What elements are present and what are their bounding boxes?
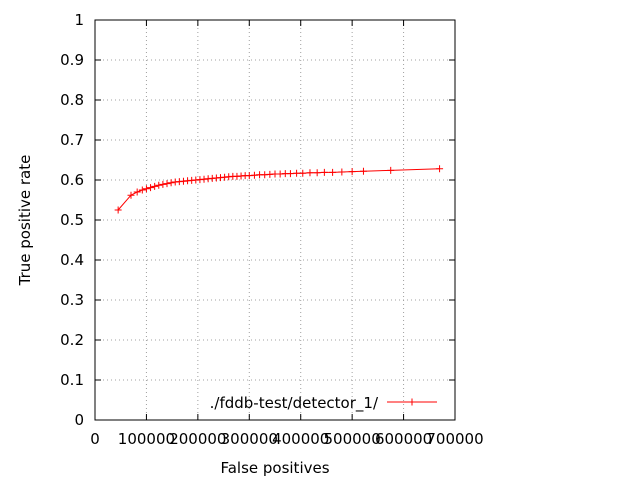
data-point: [436, 165, 444, 173]
legend: ./fddb-test/detector_1/: [210, 394, 437, 413]
y-tick-label: 0.6: [60, 171, 84, 189]
data-point: [114, 206, 122, 214]
y-tick-label: 0.3: [60, 291, 84, 309]
data-point: [138, 186, 146, 194]
data-point: [299, 169, 307, 177]
y-axis-label: True positive rate: [16, 155, 34, 287]
data-point: [159, 180, 167, 188]
data-point: [329, 168, 337, 176]
legend-marker: [408, 398, 416, 406]
x-tick-label: 300000: [221, 430, 278, 448]
data-point: [142, 185, 150, 193]
data-point: [348, 168, 356, 176]
x-tick-label: 500000: [324, 430, 381, 448]
y-tick-label: 1: [74, 11, 84, 29]
data-point: [133, 188, 141, 196]
data-point: [293, 169, 301, 177]
x-tick-label: 600000: [375, 430, 432, 448]
y-tick-label: 0: [74, 411, 84, 429]
y-tick-label: 0.2: [60, 331, 84, 349]
data-point: [151, 182, 159, 190]
data-point: [127, 191, 135, 199]
data-point: [306, 169, 314, 177]
series-layer: [114, 165, 444, 214]
x-axis-label: False positives: [220, 459, 329, 477]
x-tick-label: 0: [90, 430, 100, 448]
series-line: [117, 168, 440, 211]
y-tick-label: 0.7: [60, 131, 84, 149]
data-point: [320, 168, 328, 176]
data-point: [163, 180, 171, 188]
data-point: [147, 184, 155, 192]
data-point: [155, 181, 163, 189]
data-point: [338, 168, 346, 176]
data-point: [286, 170, 294, 178]
grid: [95, 20, 455, 420]
legend-label: ./fddb-test/detector_1/: [210, 394, 379, 413]
legend-plus-marker: [408, 398, 416, 406]
y-tick-label: 0.1: [60, 371, 84, 389]
data-point: [359, 167, 367, 175]
y-tick-label: 0.4: [60, 251, 84, 269]
y-tick-label: 0.9: [60, 51, 84, 69]
data-point: [387, 166, 395, 174]
data-point: [313, 169, 321, 177]
x-tick-label: 700000: [426, 430, 483, 448]
x-tick-label: 100000: [118, 430, 175, 448]
axis-ticks: 0 0.1 0.2 0.3 0.4 0.5 0.6 0.7 0.8 0.9 1 0 1000002000…: [60, 11, 483, 448]
x-tick-label: 200000: [169, 430, 226, 448]
y-tick-label: 0.8: [60, 91, 84, 109]
y-tick-label: 0.5: [60, 211, 84, 229]
x-tick-label: 400000: [272, 430, 329, 448]
data-point: [167, 179, 175, 187]
